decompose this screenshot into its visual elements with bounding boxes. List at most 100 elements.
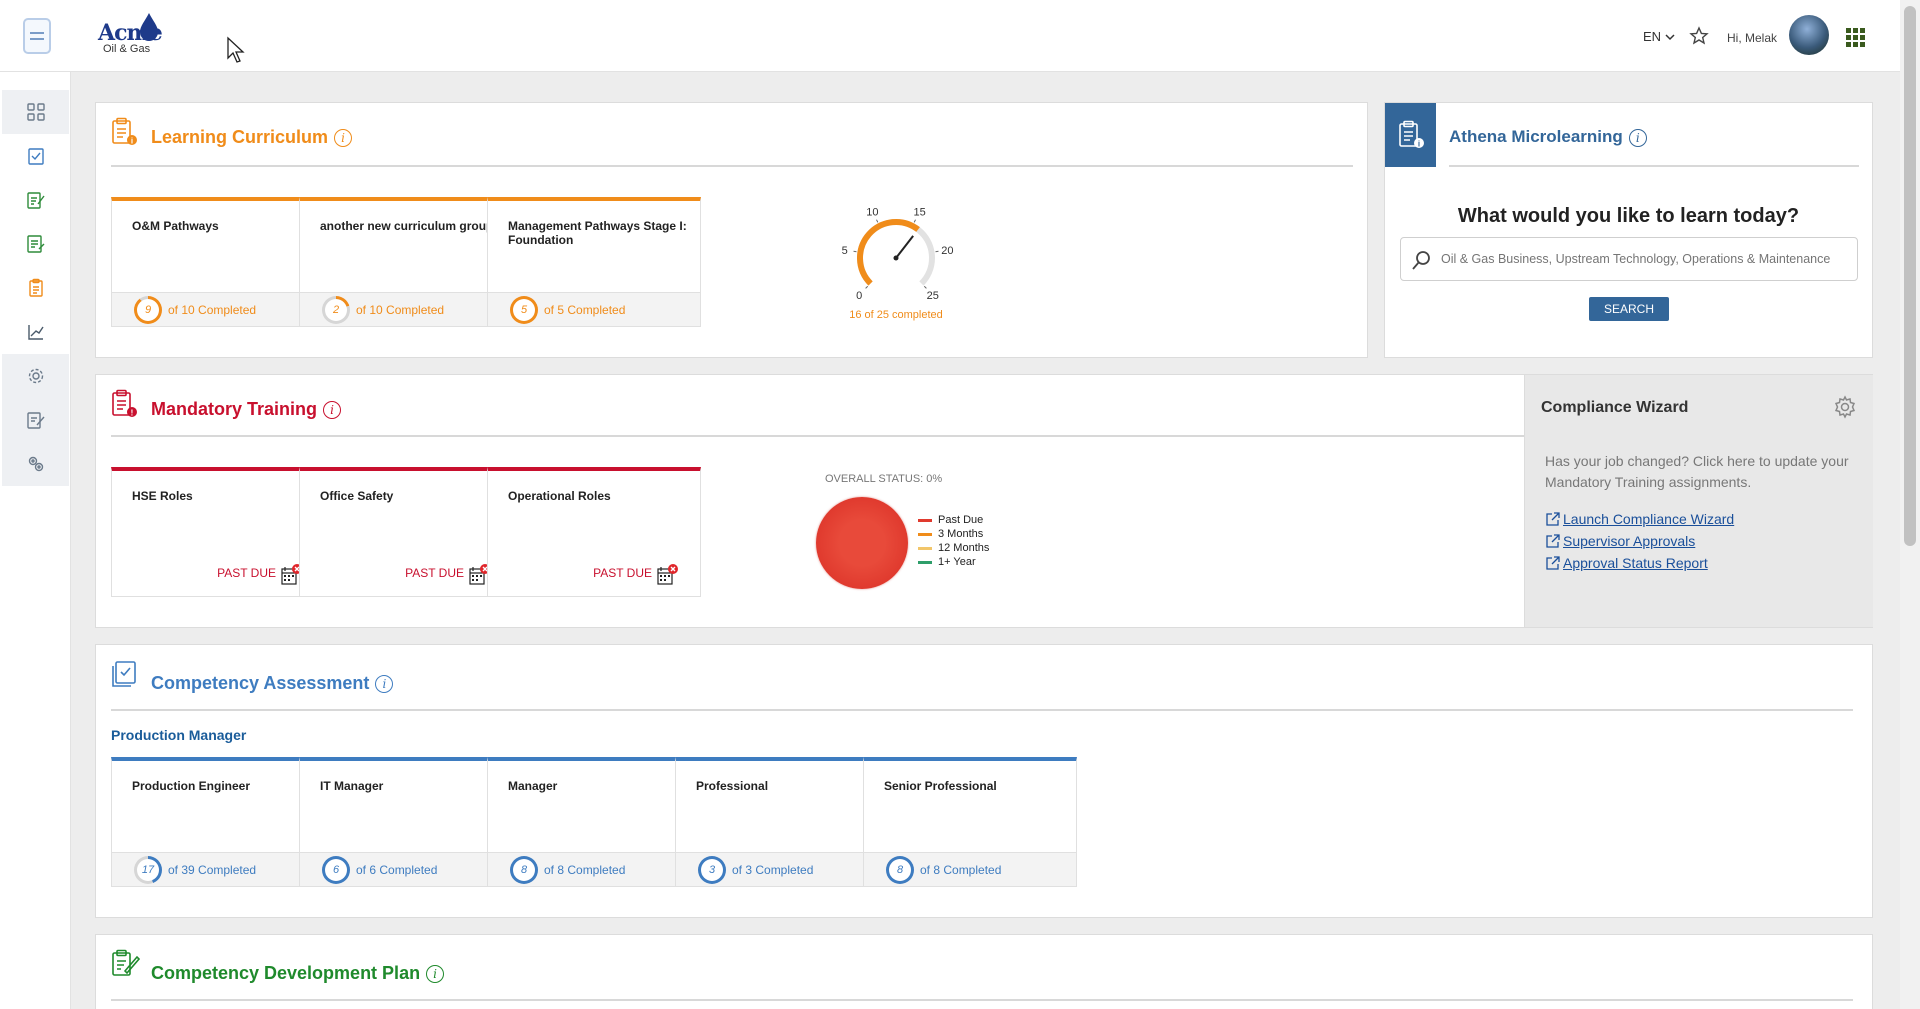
legend-label: 1+ Year: [938, 556, 976, 568]
sidebar-item-dashboard[interactable]: [2, 90, 69, 134]
legend-swatch: [918, 518, 932, 522]
drop-icon: [140, 13, 158, 41]
divider: [111, 435, 1603, 437]
gauge-needle: [895, 235, 914, 259]
sidebar-item-reports[interactable]: [2, 310, 69, 354]
compliance-wizard-panel: Compliance Wizard Has your job changed? …: [1524, 375, 1873, 627]
gauge-hub: [893, 255, 899, 261]
scrollbar-thumb[interactable]: [1904, 6, 1916, 546]
tile-progress-text: of 10 Completed: [168, 302, 257, 317]
apps-grid-icon[interactable]: [1846, 28, 1865, 47]
tile-title: Office Safety: [320, 489, 394, 503]
top-bar: Acme Oil & Gas EN Hi, Melak: [0, 0, 1900, 72]
progress-ring: 5: [510, 295, 538, 324]
tile-title: Production Engineer: [132, 779, 251, 793]
mandatory-tile[interactable]: Operational Roles PAST DUE: [487, 467, 701, 597]
sidebar-item-development[interactable]: [2, 178, 69, 222]
info-icon[interactable]: i: [375, 675, 394, 694]
tile-title: Manager: [508, 779, 558, 793]
athena-microlearning-card: i Athena Microlearning i What would you l…: [1384, 102, 1873, 358]
favorites-star-icon[interactable]: [1689, 26, 1709, 46]
compliance-link-label: Approval Status Report: [1563, 555, 1708, 571]
sidebar-item-settings[interactable]: [2, 354, 69, 398]
tile-card[interactable]: IT Manager 6 of 6 Completed: [299, 757, 513, 887]
info-icon[interactable]: i: [1628, 128, 1647, 147]
tile-title: Operational Roles: [508, 489, 611, 503]
info-icon[interactable]: i: [334, 129, 353, 148]
gauge-tick-label: 20: [941, 245, 953, 257]
curriculum-clipboard-icon: i: [112, 117, 137, 146]
gauge-value-arc: [857, 219, 920, 286]
tile-title: another new curriculum group: [320, 219, 494, 233]
progress-count: 8: [513, 858, 535, 881]
compliance-link[interactable]: Approval Status Report: [1545, 552, 1734, 574]
status-legend: Past Due 3 Months 12 Months 1+ Year: [918, 513, 989, 569]
legend-swatch: [918, 546, 932, 550]
info-icon[interactable]: i: [323, 401, 342, 420]
job-role-label[interactable]: Production Manager: [111, 727, 247, 743]
tile-card[interactable]: O&M Pathways 9 of 10 Completed: [111, 197, 325, 327]
gauge-tick-label: 0: [856, 290, 862, 302]
sidebar-item-curriculum[interactable]: [2, 266, 69, 310]
progress-ring: 9: [134, 295, 162, 324]
external-link-icon: [1546, 534, 1560, 548]
tile-card[interactable]: Production Engineer 17 of 39 Completed: [111, 757, 325, 887]
company-logo[interactable]: Acme Oil & Gas: [98, 12, 168, 56]
tile-card[interactable]: another new curriculum group 2 of 10 Com…: [299, 197, 513, 327]
tile-footer: 8 of 8 Completed: [864, 852, 1076, 886]
progress-count: 5: [513, 298, 535, 321]
athena-icon-panel: i: [1385, 103, 1436, 167]
search-button[interactable]: SEARCH: [1589, 297, 1669, 321]
info-icon[interactable]: i: [426, 965, 445, 984]
sidebar-item-competency[interactable]: [2, 134, 69, 178]
overall-status: OVERALL STATUS: 0%: [825, 473, 943, 485]
tile-footer: 5 of 5 Completed: [488, 292, 700, 326]
mouse-cursor-icon: [227, 36, 245, 63]
gauge-tick-mark: [923, 285, 927, 289]
legend-item: 3 Months: [918, 527, 989, 541]
tile-progress-text: of 39 Completed: [168, 862, 257, 877]
legend-swatch: [918, 560, 932, 564]
progress-ring: 17: [134, 855, 162, 884]
sidebar-item-admin-edit[interactable]: [2, 398, 69, 442]
tile-footer: 9 of 10 Completed: [112, 292, 324, 326]
gauge-tick-mark: [876, 219, 879, 223]
chevron-down-icon: [1665, 34, 1675, 41]
tile-footer: 2 of 10 Completed: [300, 292, 512, 326]
progress-count: 17: [137, 858, 159, 881]
athena-search-input[interactable]: [1441, 248, 1851, 270]
tile-card[interactable]: Manager 8 of 8 Completed: [487, 757, 701, 887]
athena-search-box[interactable]: [1400, 237, 1858, 281]
sidebar-item-assignments[interactable]: [2, 222, 69, 266]
clipboard-icon: [28, 278, 43, 297]
gauge-label: 16 of 25 completed: [849, 309, 943, 321]
progress-count: 2: [325, 298, 347, 321]
hamburger-menu-button[interactable]: [23, 18, 51, 54]
tile-card[interactable]: Professional 3 of 3 Completed: [675, 757, 889, 887]
compliance-link[interactable]: Supervisor Approvals: [1545, 530, 1734, 552]
competency-checklist-icon: [112, 661, 136, 687]
legend-swatch: [918, 532, 932, 536]
learning-curriculum-card: i Learning Curriculum i O&M Pathways 9 of…: [95, 102, 1368, 358]
gauge-tick-label: 25: [927, 290, 939, 302]
mandatory-tile[interactable]: Office Safety PAST DUE: [299, 467, 513, 597]
tile-card[interactable]: Senior Professional 8 of 8 Completed: [863, 757, 1077, 887]
progress-count: 9: [137, 298, 159, 321]
tile-card[interactable]: Management Pathways Stage I: Foundation …: [487, 197, 701, 327]
tile-title: HSE Roles: [132, 489, 193, 503]
page-scrollbar[interactable]: [1900, 0, 1920, 1009]
mandatory-tile[interactable]: HSE Roles PAST DUE: [111, 467, 325, 597]
progress-ring: 8: [510, 855, 538, 884]
competency-development-plan-card: Competency Development Plan i: [95, 934, 1873, 1009]
sidebar-item-admin-settings[interactable]: [2, 442, 69, 486]
trend-chart-icon: [27, 325, 44, 340]
gear-icon[interactable]: [1833, 395, 1857, 419]
divider: [111, 709, 1853, 711]
legend-label: Past Due: [938, 514, 984, 526]
tile-footer: 17 of 39 Completed: [112, 852, 324, 886]
user-avatar[interactable]: [1789, 15, 1829, 55]
athena-title: Athena Microlearning i: [1449, 127, 1647, 147]
compliance-link-label: Supervisor Approvals: [1563, 533, 1696, 549]
language-selector[interactable]: EN: [1643, 29, 1675, 44]
compliance-link[interactable]: Launch Compliance Wizard: [1545, 508, 1734, 530]
